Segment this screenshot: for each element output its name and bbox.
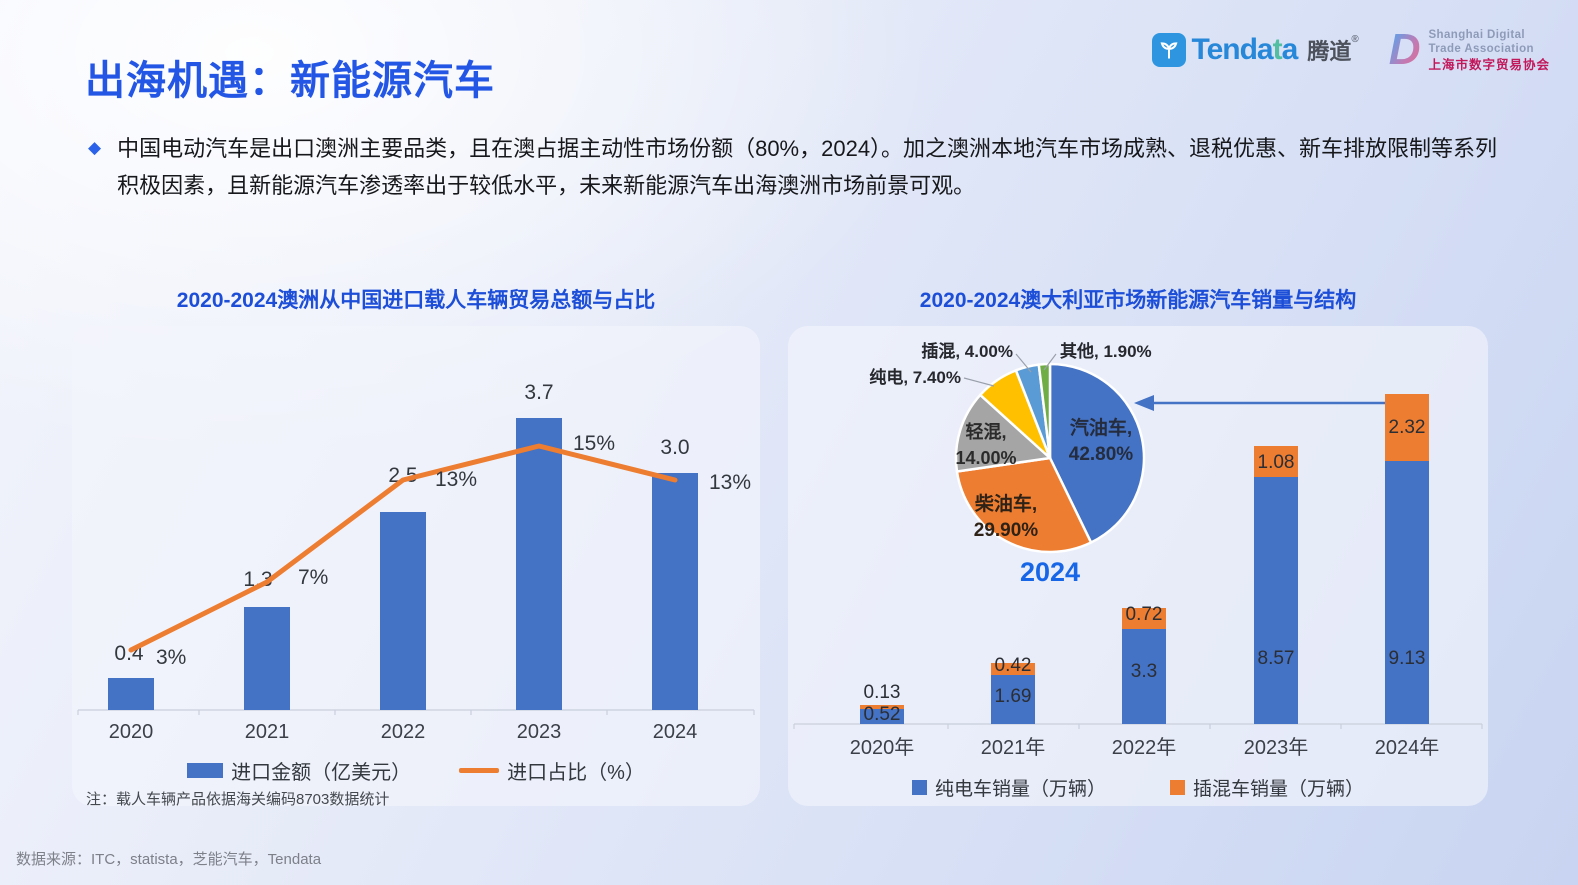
bev-bar-2022年 <box>1122 629 1166 724</box>
line-value-label: 15% <box>573 432 615 455</box>
phev-bar-2022年 <box>1122 608 1166 629</box>
pie-slice-轻混 <box>954 393 1052 473</box>
pie-leader-line <box>1015 353 1032 373</box>
sdta-en-line2: Trade Association <box>1428 43 1534 55</box>
tendata-wordmark: Tendata <box>1191 33 1299 66</box>
bev-value-label: 9.13 <box>1389 648 1426 669</box>
logo-area: Tendata 腾道® D Shanghai Digital Trade Ass… <box>1151 28 1551 72</box>
pie-leader-line <box>963 377 995 387</box>
blue-bar-swatch-icon <box>187 763 224 778</box>
x-axis-label: 2023 <box>517 721 562 743</box>
arrow-head-icon <box>1134 395 1154 411</box>
bar-value-label: 3.7 <box>524 381 553 404</box>
left-chart-panel: 0.4 1.3 2.5 3.7 3.0 3% 7% 13% 15% 13% 2020 2021 2022… <box>72 326 760 808</box>
pie-label-插混: 插混, 4.00% <box>921 341 1013 361</box>
legend-import-amount: 进口金额（亿美元） <box>187 756 411 785</box>
pie-label-轻混: 轻混, <box>965 421 1006 442</box>
legend-import-share: 进口占比（%） <box>459 756 645 785</box>
pie-label-汽油车: 42.80% <box>1069 444 1134 465</box>
x-axis-label: 2020 <box>109 721 154 743</box>
right-chart-title: 2020-2024澳大利亚市场新能源汽车销量与结构 <box>919 289 1357 312</box>
orange-line-swatch-icon <box>459 768 500 773</box>
x-axis-label: 2020年 <box>850 736 915 759</box>
tendata-sprout-icon <box>1151 33 1186 67</box>
nev-stacked-bar-pie-chart: 0.520.13 1.69 0.42 3.3 0.72 8.57 1.08 9.13 2.32 2… <box>793 341 1483 759</box>
imports-bar-line-chart: 0.41.32.53.73.03%7%13%15%13%2020 2021 2022… <box>77 381 755 743</box>
bev-bar-2024年 <box>1385 461 1429 724</box>
pie-label-纯电: 纯电, 7.40% <box>869 367 961 387</box>
x-axis-label: 2021年 <box>981 736 1046 759</box>
pie-slice-汽油车 <box>1048 362 1146 544</box>
import-bar-2024 <box>652 473 698 710</box>
sdta-logo: D Shanghai Digital Trade Association 上海市… <box>1389 28 1550 72</box>
key-point: ◆ 中国电动汽车是出口澳洲主要品类，且在澳占据主动性市场份额（80%，2024）… <box>88 130 1516 204</box>
bev-bar-2020年 <box>860 709 904 724</box>
line-value-label: 3% <box>156 646 186 669</box>
sdta-monogram-icon: D <box>1388 25 1421 75</box>
pie-label-轻混: 14.00% <box>955 448 1016 468</box>
line-value-label: 13% <box>435 468 477 491</box>
orange-square-swatch-icon <box>1170 780 1185 795</box>
import-bar-2022 <box>380 512 426 710</box>
data-source-note: 数据来源：ITC，statista，芝能汽车，Tendata <box>16 851 322 868</box>
pie-label-柴油车: 29.90% <box>974 520 1039 541</box>
page-title: 出海机遇：新能源汽车 <box>85 59 495 103</box>
line-value-label: 13% <box>709 471 751 494</box>
phev-bar-2020年 <box>860 705 904 709</box>
phev-bar-2024年 <box>1385 394 1429 461</box>
pie-label-汽油车: 汽油车, <box>1070 416 1132 439</box>
line-value-label: 7% <box>298 566 328 589</box>
bev-value-label: 3.3 <box>1131 661 1157 682</box>
bev-value-label: 1.69 <box>995 686 1032 707</box>
phev-value-label: 0.42 <box>995 655 1032 676</box>
bar-value-label: 3.0 <box>660 436 689 459</box>
tendata-logo: Tendata 腾道® <box>1151 33 1359 67</box>
phev-value-label: 1.08 <box>1258 452 1295 473</box>
phev-bar-2021年 <box>991 663 1035 675</box>
sdta-en-line1: Shanghai Digital <box>1428 29 1525 41</box>
pie-slice-柴油车 <box>955 456 1093 554</box>
right-chart-section: 2020-2024澳大利亚市场新能源汽车销量与结构 0.52 0.13 1.69 0.… <box>788 284 1488 806</box>
pie-year-label: 2024 <box>1020 557 1080 587</box>
pie-slice-其他 <box>1037 362 1052 460</box>
pie-label-其他: 其他, 1.90% <box>1060 341 1152 361</box>
left-chart-legend: 进口金额（亿美元） 进口占比（%） <box>72 756 760 785</box>
phev-value-label: 2.32 <box>1389 417 1426 438</box>
bev-bar-2021年 <box>991 675 1035 724</box>
bev-bar-2023年 <box>1254 477 1298 724</box>
x-axis-label: 2024 <box>653 721 698 743</box>
tendata-cn-label: 腾道® <box>1307 34 1359 64</box>
import-bar-2023 <box>516 418 562 710</box>
x-axis-label: 2024年 <box>1375 736 1440 759</box>
phev-value-label: 0.13 <box>864 682 901 703</box>
bev-value-label: 8.57 <box>1258 648 1295 669</box>
import-bar-2021 <box>244 607 290 710</box>
legend-bev-sales: 纯电车销量（万辆） <box>911 774 1106 801</box>
left-chart-section: 2020-2024澳洲从中国进口载人车辆贸易总额与占比 0.4 1.3 2.5 3.7… <box>72 284 760 808</box>
import-share-line <box>128 443 678 653</box>
import-bar-2020 <box>108 678 154 710</box>
x-axis-label: 2022 <box>381 721 426 743</box>
phev-bar-2023年 <box>1254 446 1298 477</box>
x-axis-label: 2022年 <box>1112 736 1177 759</box>
left-chart-note: 注：载人车辆产品依据海关编码8703数据统计 <box>86 791 390 808</box>
pie-leader-line <box>1043 353 1057 371</box>
pie-label-柴油车: 柴油车, <box>974 492 1037 515</box>
right-chart-panel: 0.52 0.13 1.69 0.42 3.3 0.72 8.57 1.08 9.13 2.32 2… <box>788 326 1488 806</box>
right-chart-legend: 纯电车销量（万辆） 插混车销量（万辆） <box>788 774 1488 801</box>
phev-value-label: 0.72 <box>1126 604 1163 625</box>
bev-value-label: 0.52 <box>864 704 901 725</box>
key-point-text: 中国电动汽车是出口澳洲主要品类，且在澳占据主动性市场份额（80%，2024）。加… <box>117 136 1498 198</box>
sdta-cn-line: 上海市数字贸易协会 <box>1428 58 1550 72</box>
x-axis-label: 2021 <box>245 721 290 743</box>
blue-square-swatch-icon <box>911 780 927 795</box>
left-chart-title: 2020-2024澳洲从中国进口载人车辆贸易总额与占比 <box>176 289 656 312</box>
legend-phev-sales: 插混车销量（万辆） <box>1170 774 1364 801</box>
x-axis-label: 2023年 <box>1244 736 1309 759</box>
bar-value-label: 2.5 <box>388 464 417 487</box>
diamond-bullet-icon: ◆ <box>88 138 102 157</box>
